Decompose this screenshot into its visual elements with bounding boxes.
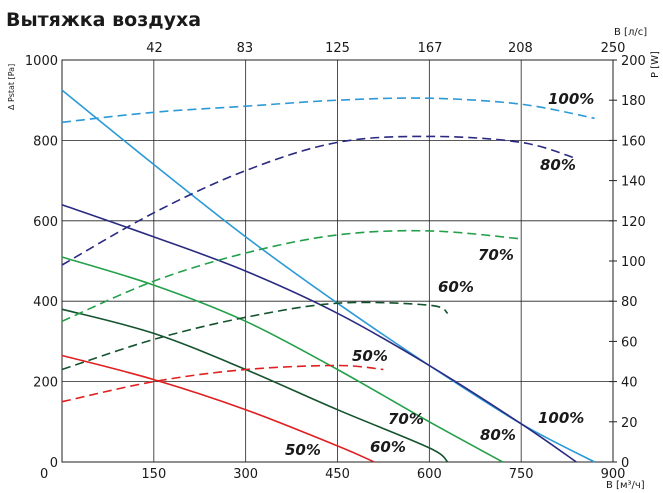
- y-tick-label: 1000: [25, 54, 58, 69]
- y2-axis-label: P [W]: [650, 51, 661, 78]
- pressure-curve-label: 60%: [370, 438, 406, 456]
- curve-labels: 100%80%70%60%50%100%80%70%60%50%: [285, 90, 594, 459]
- y2-tick-label: 100: [621, 255, 646, 270]
- y2-tick-label: 200: [621, 54, 646, 69]
- x2-tick-label: 208: [508, 41, 533, 56]
- y2-tick-label: 140: [621, 175, 646, 190]
- x2-tick-label: 250: [601, 41, 626, 56]
- y2-tick-label: 80: [621, 295, 638, 310]
- y-axis-label: Δ Pstat [Pa]: [7, 64, 16, 110]
- power-curve-50pct: [61, 364, 384, 403]
- x2-tick-label: 42: [146, 41, 163, 56]
- y2-tick-label: 160: [621, 134, 646, 149]
- y-tick-label: 600: [33, 215, 58, 230]
- y2-tick-label: 20: [621, 416, 638, 431]
- y2-tick-label: 0: [621, 456, 629, 471]
- power-curve-label: 60%: [438, 278, 474, 296]
- pressure-curve-label: 80%: [480, 426, 516, 444]
- x-tick-label: 150: [141, 467, 166, 482]
- pressure-curve-80pct: [61, 203, 577, 463]
- power-curve-60pct: [61, 301, 449, 371]
- y2-tick-label: 40: [621, 376, 638, 391]
- y-tick-label: 200: [33, 376, 58, 391]
- pressure-curve-60pct: [61, 308, 449, 463]
- power-curve-label: 50%: [352, 347, 388, 365]
- chart-title: Вытяжка воздуха: [6, 9, 201, 31]
- x-tick-label: 600: [417, 467, 442, 482]
- x2-tick-label: 167: [418, 41, 443, 56]
- x-tick-label: 0: [40, 467, 48, 482]
- grid: [61, 59, 614, 463]
- power-curve-label: 80%: [540, 156, 576, 174]
- x-tick-label: 900: [601, 467, 626, 482]
- pressure-curve-50pct: [61, 354, 375, 463]
- y-tick-label: 0: [50, 456, 58, 471]
- power-curve-label: 100%: [548, 90, 594, 108]
- power-curve-70pct: [61, 229, 522, 323]
- pressure-curve-label: 100%: [538, 409, 584, 427]
- x-tick-label: 450: [325, 467, 350, 482]
- x-tick-label: 300: [233, 467, 258, 482]
- x2-axis-label: В [л/с]: [614, 27, 647, 38]
- curves: [61, 89, 595, 463]
- power-curve-label: 70%: [478, 246, 514, 264]
- power-curve-100pct: [61, 97, 595, 124]
- y2-tick-label: 60: [621, 335, 638, 350]
- pressure-curve-70pct: [61, 256, 504, 463]
- pressure-curve-label: 50%: [285, 441, 321, 459]
- power-curve-80pct: [61, 135, 577, 266]
- x2-tick-label: 83: [237, 41, 254, 56]
- x-axis-label: В [м³/ч]: [606, 480, 645, 491]
- x2-tick-label: 125: [325, 41, 350, 56]
- y2-tick-label: 120: [621, 215, 646, 230]
- pressure-curve-label: 70%: [388, 410, 424, 428]
- y2-tick-label: 180: [621, 94, 646, 109]
- y-tick-label: 800: [33, 134, 58, 149]
- x-tick-label: 750: [509, 467, 534, 482]
- y-tick-label: 400: [33, 295, 58, 310]
